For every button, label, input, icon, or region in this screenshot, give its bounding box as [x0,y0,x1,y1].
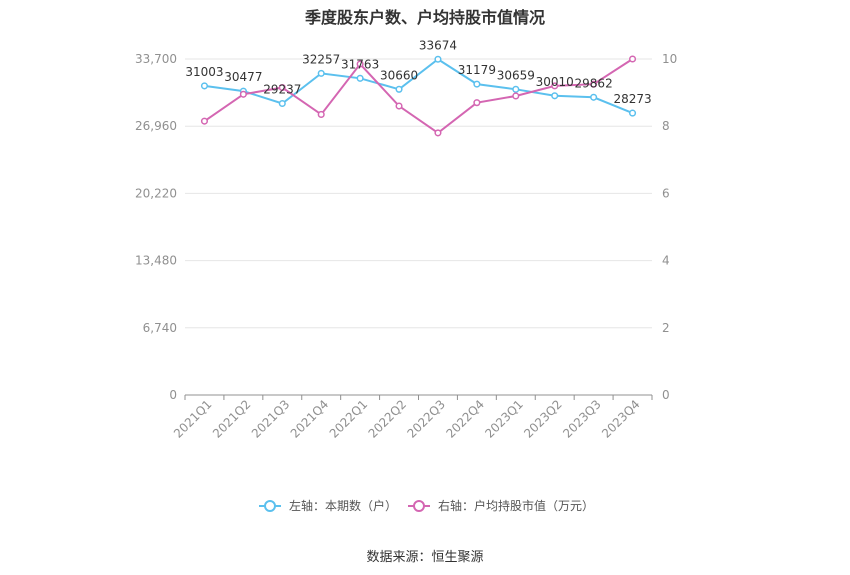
legend-item: 右轴：户均持股市值（万元） [408,498,594,513]
x-tick-label: 2022Q4 [443,397,487,441]
x-tick-label: 2022Q3 [405,397,449,441]
axes [184,394,653,400]
right-series-point [434,129,442,137]
left-series-point [317,69,325,77]
data-label: 29237 [263,82,301,96]
x-tick-label: 2022Q2 [366,397,410,441]
x-tick-label: 2023Q4 [599,397,643,441]
data-label: 30660 [380,68,418,82]
left-series-point [395,85,403,93]
legend-label: 左轴：本期数（户） [289,498,397,513]
y-axis-right: 0 2 4 6 8 10 [662,52,677,402]
y-left-tick-label: 33,700 [135,52,177,66]
left-series-point [512,85,520,93]
y-left-tick-label: 20,220 [135,186,177,200]
y-right-tick-label: 2 [662,321,670,335]
y-right-tick-label: 0 [662,388,670,402]
x-tick-label: 2021Q3 [249,397,293,441]
x-tick-label: 2023Q1 [482,397,526,441]
right-series-point [200,117,209,125]
legend-item: 左轴：本期数（户） [259,498,397,513]
legend-label: 右轴：户均持股市值（万元） [438,498,594,513]
x-tick-label: 2021Q2 [210,397,254,441]
data-label: 29862 [575,76,613,90]
y-left-tick-label: 13,480 [135,254,177,268]
legend: 左轴：本期数（户） 右轴：户均持股市值（万元） [259,498,594,513]
y-right-tick-label: 8 [662,119,670,133]
right-series-point [551,82,559,90]
x-tick-label: 2022Q1 [327,397,371,441]
series-right [200,55,637,137]
data-label: 31763 [341,57,379,71]
right-series-point [590,80,598,88]
data-source: 数据来源：恒生聚源 [366,550,484,565]
left-series-point [278,99,286,108]
right-series-point [317,110,325,118]
legend-swatch-marker [413,500,425,512]
left-series-point [200,82,209,90]
data-label: 30659 [497,68,535,82]
y-right-tick-label: 10 [662,52,677,66]
x-tick-label: 2023Q3 [560,397,604,441]
left-series-point [590,93,598,101]
left-series-point [434,55,442,63]
data-label: 31003 [185,65,223,79]
y-left-tick-label: 6,740 [143,321,177,335]
x-tick-label: 2021Q4 [288,397,332,441]
grid-lines [185,58,652,329]
x-axis: 2021Q12021Q22021Q32021Q42022Q12022Q22022… [171,397,643,441]
left-series-point [628,109,637,117]
right-series-point [512,92,520,100]
right-series-line [203,58,634,135]
right-series-point [473,99,481,107]
x-tick-label: 2021Q1 [171,397,215,441]
x-tick-label: 2023Q2 [521,397,565,441]
y-right-tick-label: 6 [662,186,670,200]
y-left-tick-label: 26,960 [135,119,177,133]
chart-title: 季度股东户数、户均持股市值情况 [304,8,545,27]
right-series-point [628,55,637,63]
data-label: 31179 [458,63,496,77]
data-label: 28273 [613,92,651,106]
right-series-point [395,102,403,110]
left-series-point [551,92,559,100]
data-label: 33674 [419,38,457,52]
series-left [200,55,637,117]
data-label: 30477 [224,70,262,84]
left-series-point [356,74,364,82]
data-label: 32257 [302,52,340,66]
left-series-point [473,80,481,88]
left-series-line [204,58,633,115]
right-series-point [278,84,286,92]
right-series-point [239,90,247,98]
y-left-tick-label: 0 [169,388,177,402]
y-right-tick-label: 4 [662,254,670,268]
data-label: 30010 [536,75,574,89]
y-axis-left: 0 6,740 13,480 20,220 26,960 33,700 [135,52,177,402]
legend-swatch-marker [264,500,276,512]
right-series-point [356,60,364,68]
